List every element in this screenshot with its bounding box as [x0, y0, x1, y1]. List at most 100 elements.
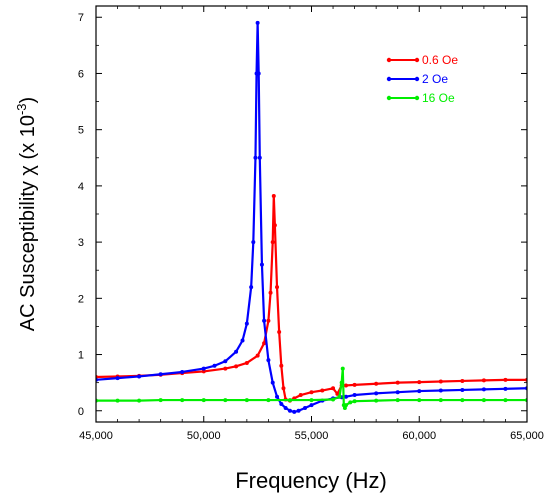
data-point: [417, 380, 422, 385]
legend-label: 0.6 Oe: [422, 53, 458, 67]
legend-swatch-dot: [386, 57, 392, 63]
data-point: [234, 364, 239, 369]
data-point: [212, 363, 217, 368]
data-point: [438, 388, 443, 393]
data-point: [309, 398, 314, 403]
data-point: [292, 409, 297, 414]
data-point: [270, 240, 275, 245]
data-point: [296, 408, 301, 413]
legend-swatch-dot: [414, 76, 420, 82]
data-point: [374, 398, 379, 403]
data-point: [352, 399, 357, 404]
y-tick-label: 1: [78, 350, 84, 362]
data-point: [481, 387, 486, 392]
data-point: [417, 398, 422, 403]
data-point: [340, 366, 345, 371]
legend-item: 2 Oe: [386, 72, 448, 86]
data-point: [503, 386, 508, 391]
data-point: [303, 405, 308, 410]
data-point: [460, 387, 465, 392]
data-point: [223, 398, 228, 403]
y-tick-label: 2: [78, 293, 84, 305]
data-point: [335, 391, 340, 396]
data-point: [287, 398, 292, 403]
data-point: [481, 378, 486, 383]
data-point: [460, 378, 465, 383]
legend-swatch-dot: [386, 95, 392, 101]
data-point: [277, 330, 282, 335]
data-point: [223, 366, 228, 371]
plot-layer: [96, 20, 527, 414]
legend-label: 16 Oe: [422, 91, 455, 105]
data-point: [374, 391, 379, 396]
x-tick-label: 60,000: [402, 430, 436, 442]
data-point: [281, 386, 286, 391]
data-point: [256, 71, 261, 76]
data-point: [352, 393, 357, 398]
data-point: [266, 358, 271, 363]
y-axis-title-symbol: χ: [17, 165, 39, 176]
data-point: [374, 381, 379, 386]
data-point: [262, 341, 267, 346]
y-axis-title-unit-close: ): [17, 97, 39, 104]
y-axis-title-unit-open: (x 10: [17, 115, 39, 165]
x-tick-label: 55,000: [295, 430, 329, 442]
data-point: [275, 394, 280, 399]
data-point: [438, 398, 443, 403]
data-point: [343, 403, 348, 408]
legend-item: 0.6 Oe: [386, 53, 458, 67]
y-tick-label: 6: [78, 68, 84, 80]
legend-label: 2 Oe: [422, 72, 448, 86]
data-point: [460, 398, 465, 403]
data-point: [337, 394, 342, 399]
series-line: [96, 367, 527, 410]
data-point: [244, 398, 249, 403]
legend: 0.6 Oe 2 Oe 16 Oe: [386, 53, 458, 105]
data-point: [279, 363, 284, 368]
data-point: [272, 223, 277, 228]
data-point: [201, 369, 206, 374]
data-point: [158, 398, 163, 403]
y-tick-label: 0: [78, 406, 84, 418]
y-tick-label: 5: [78, 125, 84, 137]
x-tick-label: 50,000: [187, 430, 221, 442]
legend-swatch-dot: [386, 76, 392, 82]
data-point: [481, 398, 486, 403]
data-point: [253, 155, 258, 160]
data-point: [115, 376, 120, 381]
data-point: [137, 398, 142, 403]
data-point: [115, 398, 120, 403]
data-point: [266, 318, 271, 323]
data-point: [257, 155, 262, 160]
data-point: [255, 20, 260, 25]
x-tick-label: 65,000: [510, 430, 544, 442]
data-point: [251, 240, 256, 245]
series-16-oe: [96, 366, 527, 410]
data-point: [201, 398, 206, 403]
y-axis-title-exponent: -3: [14, 103, 29, 115]
x-tick-label: 45,000: [79, 430, 113, 442]
data-point: [201, 366, 206, 371]
data-point: [279, 402, 284, 407]
data-point: [395, 380, 400, 385]
data-point: [137, 374, 142, 379]
data-point: [417, 389, 422, 394]
data-point: [298, 393, 303, 398]
data-point: [343, 394, 348, 399]
y-tick-label: 3: [78, 237, 84, 249]
data-point: [271, 194, 276, 199]
data-point: [438, 379, 443, 384]
data-point: [270, 380, 275, 385]
data-point: [395, 390, 400, 395]
data-point: [320, 388, 325, 393]
data-point: [339, 380, 344, 385]
data-point: [331, 397, 336, 402]
data-point: [309, 403, 314, 408]
data-point: [503, 377, 508, 382]
data-point: [223, 359, 228, 364]
data-point: [255, 353, 260, 358]
data-point: [348, 400, 353, 405]
y-axis-title: AC Susceptibility χ (x 10-3): [14, 97, 39, 331]
y-tick-label: 4: [78, 181, 84, 193]
